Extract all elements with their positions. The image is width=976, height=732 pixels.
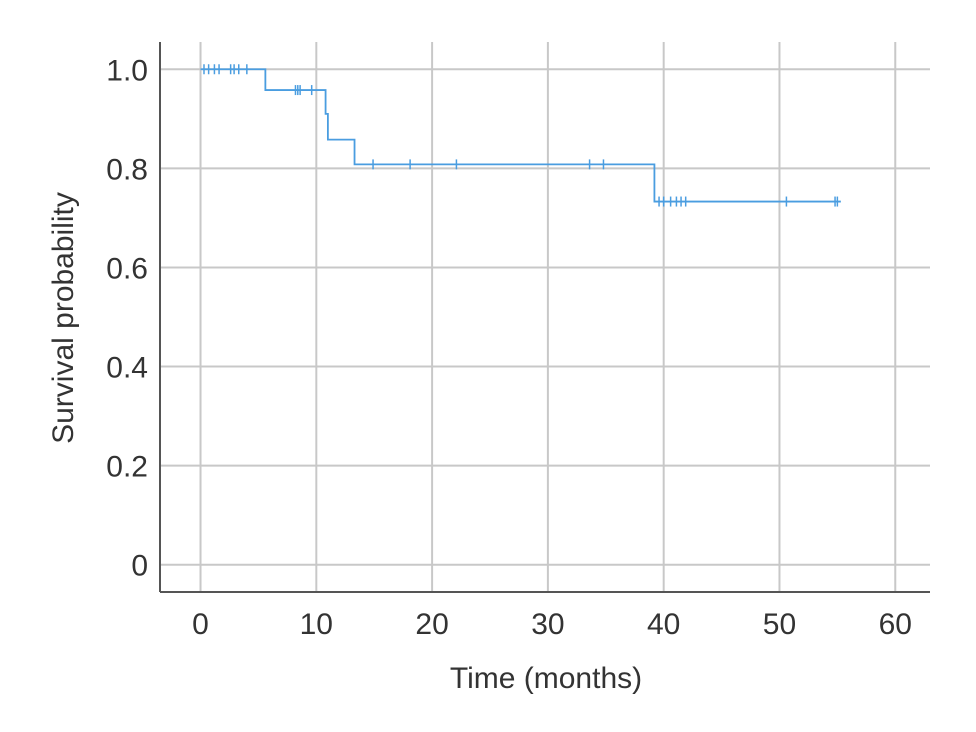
y-tick-label: 0.4 (106, 352, 148, 385)
series-layer (200, 64, 841, 207)
x-tick-label: 0 (192, 608, 209, 641)
x-axis-title: Time (months) (450, 662, 642, 695)
labels-layer: 0 10 20 30 40 50 60 0 0.2 0.4 0.6 0.8 1.0 (106, 54, 912, 641)
x-tick-label: 30 (531, 608, 564, 641)
axes-layer (159, 42, 930, 593)
x-tick-label: 10 (300, 608, 333, 641)
y-tick-label: 1.0 (106, 54, 148, 87)
y-tick-label: 0.6 (106, 252, 148, 285)
grid-layer (160, 42, 930, 592)
survival-curve (200, 68, 841, 203)
y-tick-label: 0.2 (106, 451, 148, 484)
x-tick-label: 20 (415, 608, 448, 641)
x-tick-label: 50 (763, 608, 796, 641)
y-axis-title: Survival probability (47, 192, 80, 444)
x-tick-label: 60 (879, 608, 912, 641)
x-tick-label: 40 (647, 608, 680, 641)
y-tick-label: 0.8 (106, 153, 148, 186)
y-tick-label: 0 (131, 550, 148, 583)
